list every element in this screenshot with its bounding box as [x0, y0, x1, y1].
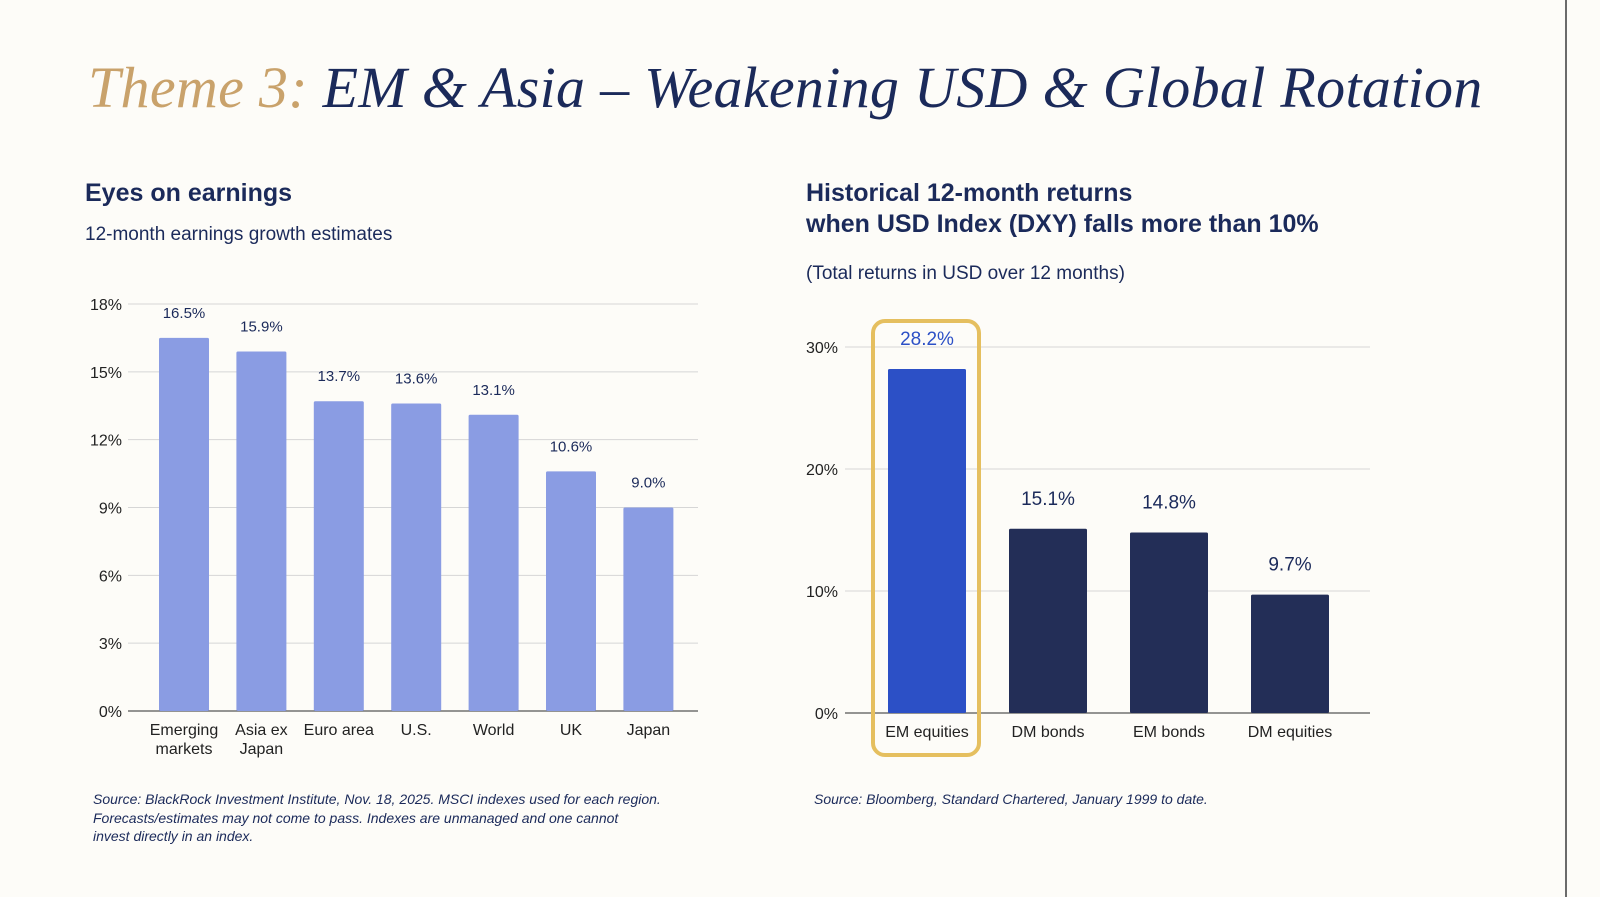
y-tick-label: 6%: [99, 568, 122, 585]
x-category-label: EM bonds: [1133, 724, 1205, 741]
data-label: 13.6%: [395, 370, 438, 387]
left-source-note: Source: BlackRock Investment Institute, …: [93, 790, 661, 846]
bar: [313, 401, 364, 711]
bar: [546, 471, 596, 711]
bar: [468, 414, 519, 711]
source-line: Forecasts/estimates may not come to pass…: [93, 809, 619, 826]
right-heading-line-1: Historical 12-month returns: [806, 179, 1133, 207]
bar: [1251, 594, 1329, 713]
slide-edge-divider: [1565, 0, 1567, 897]
x-category-label: DM bonds: [1012, 724, 1085, 741]
data-label: 10.6%: [550, 438, 593, 455]
y-tick-label: 10%: [806, 584, 838, 601]
y-tick-label: 0%: [99, 704, 122, 721]
y-tick-label: 20%: [806, 462, 838, 479]
title-main: EM & Asia – Weakening USD & Global Rotat…: [322, 55, 1483, 120]
x-category-label: Asia ex: [235, 722, 287, 739]
y-tick-label: 18%: [90, 297, 122, 314]
data-label: 14.8%: [1142, 492, 1196, 513]
y-tick-label: 9%: [99, 501, 122, 518]
data-label: 9.7%: [1268, 555, 1311, 576]
x-category-label: World: [473, 722, 515, 739]
x-category-label: Japan: [240, 741, 284, 758]
slide-title: Theme 3: EM & Asia – Weakening USD & Glo…: [88, 54, 1483, 121]
right-source-note: Source: Bloomberg, Standard Chartered, J…: [814, 791, 1208, 807]
x-category-label: U.S.: [401, 722, 432, 739]
x-category-label: DM equities: [1248, 724, 1332, 741]
x-category-label: EM equities: [885, 724, 969, 741]
x-category-label: UK: [560, 722, 583, 739]
x-category-label: Euro area: [304, 722, 374, 739]
data-label: 28.2%: [900, 329, 954, 350]
bar: [391, 403, 442, 711]
left-chart-heading: Eyes on earnings: [85, 179, 293, 207]
bar: [888, 368, 966, 713]
y-tick-label: 12%: [90, 433, 122, 450]
y-tick-label: 30%: [806, 340, 838, 357]
data-label: 13.7%: [318, 368, 361, 385]
data-label: 9.0%: [631, 475, 665, 492]
data-label: 13.1%: [472, 382, 515, 399]
data-label: 15.9%: [240, 318, 283, 335]
y-tick-label: 15%: [90, 365, 122, 382]
bar: [623, 507, 674, 711]
right-chart-heading: Historical 12-month returns when USD Ind…: [806, 178, 1319, 240]
x-category-label: Japan: [627, 722, 671, 739]
data-label: 15.1%: [1021, 489, 1075, 510]
data-label: 16.5%: [163, 305, 206, 322]
highlight-box: [871, 319, 981, 757]
x-category-label: Emerging: [150, 722, 218, 739]
title-prefix: Theme 3:: [88, 55, 308, 120]
x-category-label: markets: [156, 741, 213, 758]
right-heading-line-2: when USD Index (DXY) falls more than 10%: [806, 210, 1319, 238]
left-chart-subtitle: 12-month earnings growth estimates: [85, 224, 393, 245]
y-tick-label: 0%: [815, 706, 838, 723]
bar: [236, 351, 287, 711]
y-tick-label: 3%: [99, 636, 122, 653]
bar: [159, 337, 209, 711]
right-chart-subtitle: (Total returns in USD over 12 months): [806, 263, 1125, 284]
source-line: invest directly in an index.: [93, 828, 254, 844]
source-line: Source: BlackRock Investment Institute, …: [93, 791, 661, 807]
bar: [1009, 528, 1087, 713]
bar: [1130, 532, 1208, 713]
